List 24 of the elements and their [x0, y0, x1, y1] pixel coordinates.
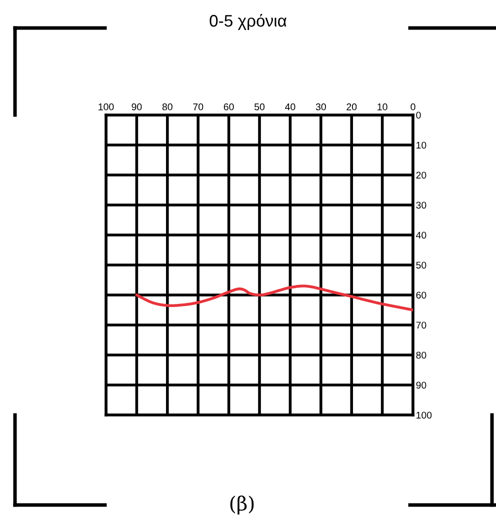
y-tick-label: 30: [416, 202, 426, 209]
y-tick-label: 100: [416, 412, 432, 419]
x-tick-label: 90: [132, 103, 142, 110]
x-tick-label: 10: [378, 103, 388, 110]
x-tick-label: 20: [346, 103, 357, 110]
x-tick-label: 30: [316, 103, 326, 110]
y-tick-label: 90: [416, 382, 426, 389]
x-tick-label: 100: [98, 103, 114, 110]
x-tick-label: 50: [254, 103, 265, 110]
y-tick-label: 60: [416, 292, 426, 299]
x-tick-label: 40: [285, 103, 296, 110]
y-tick-label: 70: [416, 322, 426, 329]
chart-title: 0-5 χρόνια: [210, 14, 286, 30]
x-tick-label: 0: [410, 103, 416, 110]
x-tick-label: 60: [224, 103, 234, 110]
y-tick-label: 0: [416, 112, 421, 119]
x-tick-label: 70: [193, 103, 204, 110]
x-tick-label: 80: [162, 103, 172, 110]
y-tick-label: 40: [416, 232, 426, 239]
y-tick-label: 10: [416, 142, 426, 149]
text: (β): [230, 496, 254, 514]
y-tick-label: 80: [416, 352, 426, 359]
y-tick-label: 50: [416, 262, 426, 269]
y-tick-label: 20: [416, 172, 426, 179]
